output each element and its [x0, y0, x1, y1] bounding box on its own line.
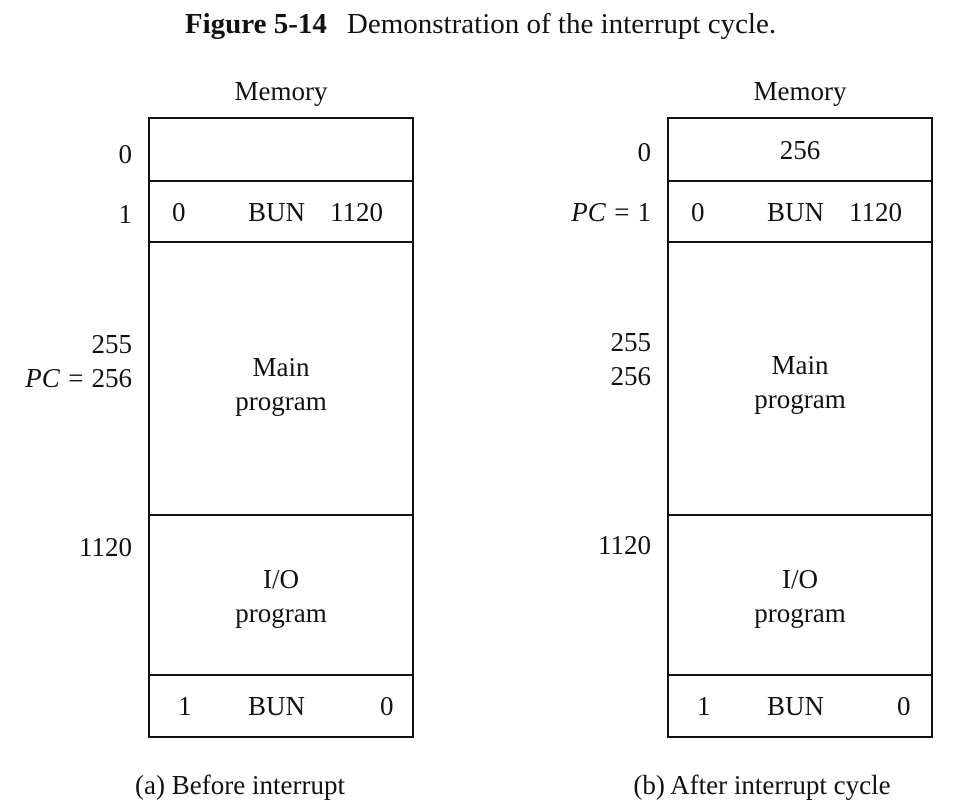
memory-label: Memory	[234, 76, 328, 106]
address-1120: 1120	[598, 530, 651, 560]
memory-block: 256 0 BUN 1120 Main program I/O program …	[667, 117, 933, 738]
address-1120: 1120	[79, 532, 132, 562]
memory-cell-0: 256	[669, 119, 931, 180]
return-address: 0	[380, 691, 394, 721]
figure-number: Figure 5-14	[184, 8, 327, 40]
address-256: PC = 256	[25, 361, 132, 395]
memory-cell-return: 1 BUN 0	[669, 674, 931, 736]
cell-0-content: 256	[779, 135, 821, 165]
memory-cell-return: 1 BUN 0	[150, 674, 412, 736]
memory-cell-1: 0 BUN 1120	[150, 180, 412, 241]
sub-caption-b: (b) After interrupt cycle	[633, 770, 891, 800]
pc-label: PC =	[25, 363, 92, 393]
cell-1-opcode: BUN	[767, 197, 825, 227]
io-program-line1: I/O	[782, 564, 818, 594]
sub-caption-a: (a) Before interrupt	[135, 770, 345, 800]
diagram-before-interrupt: Memory 0 1 255 PC = 256 1120 0 BUN 1120 …	[0, 0, 480, 812]
address-256-value: 256	[91, 363, 133, 393]
return-opcode: BUN	[767, 691, 825, 721]
cell-1-address: 1120	[330, 197, 383, 227]
memory-block: 0 BUN 1120 Main program I/O program 1 BU…	[148, 117, 414, 738]
return-opcode: BUN	[248, 691, 306, 721]
address-256: 256	[610, 361, 652, 391]
main-program-line1: Main	[771, 350, 829, 380]
address-0: 0	[637, 137, 652, 167]
main-program-line2: program	[235, 386, 327, 416]
memory-cell-1: 0 BUN 1120	[669, 180, 931, 241]
address-0: 0	[118, 139, 133, 169]
address-1: PC = 1	[571, 195, 651, 229]
io-program-line1: I/O	[263, 564, 299, 594]
address-255: 255	[610, 327, 652, 357]
address-1: 1	[118, 199, 133, 229]
main-program-region: Main program	[150, 241, 412, 514]
io-program-region: I/O program	[669, 514, 931, 674]
return-i-bit: 1	[178, 691, 192, 721]
memory-label: Memory	[753, 76, 847, 106]
figure-caption: Figure 5-14 Demonstration of the interrup…	[0, 8, 961, 41]
main-program-region: Main program	[669, 241, 931, 514]
io-program-line2: program	[754, 598, 846, 628]
cell-1-address: 1120	[849, 197, 902, 227]
diagram-after-interrupt: Memory 0 PC = 1 255 256 1120 256 0 BUN 1…	[519, 0, 961, 812]
io-program-region: I/O program	[150, 514, 412, 674]
memory-cell-0	[150, 119, 412, 180]
return-i-bit: 1	[697, 691, 711, 721]
main-program-line1: Main	[252, 352, 310, 382]
cell-1-i-bit: 0	[691, 197, 705, 227]
cell-1-i-bit: 0	[172, 197, 186, 227]
io-program-line2: program	[235, 598, 327, 628]
cell-1-opcode: BUN	[248, 197, 306, 227]
return-address: 0	[897, 691, 911, 721]
address-1-value: 1	[637, 197, 652, 227]
address-255: 255	[91, 329, 133, 359]
main-program-line2: program	[754, 384, 846, 414]
pc-label: PC =	[571, 197, 638, 227]
figure-title: Demonstration of the interrupt cycle.	[346, 8, 777, 40]
